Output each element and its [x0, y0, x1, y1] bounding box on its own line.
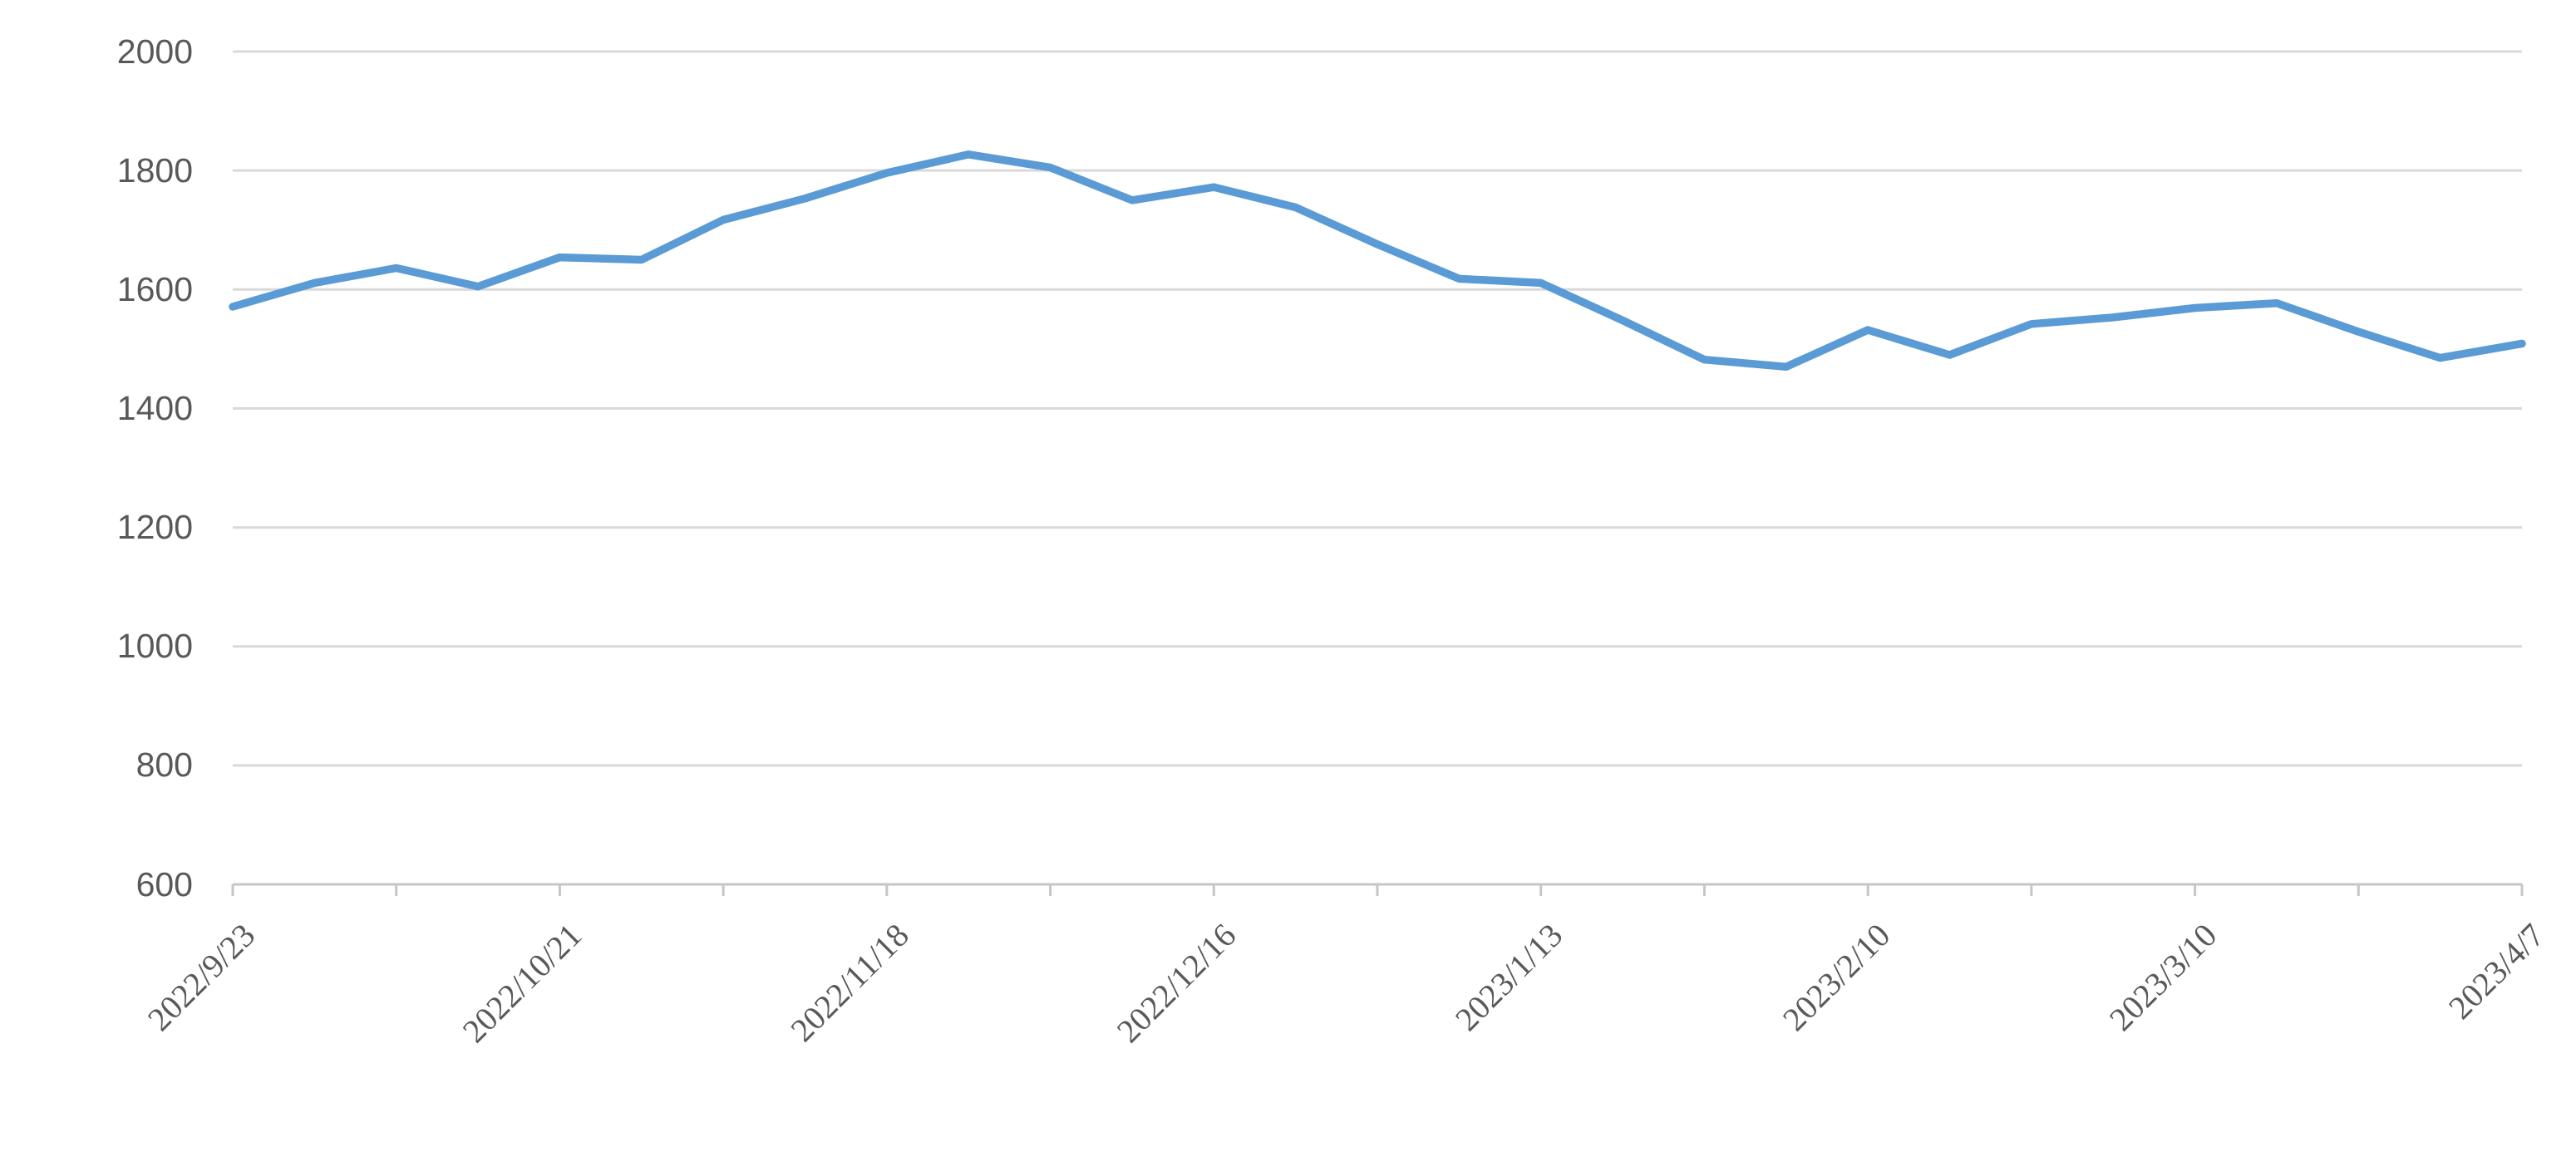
y-axis-tick-label: 800: [135, 746, 193, 785]
data-series-line: [229, 150, 2526, 372]
gridlines: [233, 50, 2522, 767]
y-axis-tick-label: 1800: [116, 150, 193, 190]
y-axis-tick-label: 1600: [116, 269, 193, 308]
x-axis: [231, 883, 2524, 896]
y-axis-tick-label: 600: [135, 864, 193, 903]
y-axis-tick-label: 1400: [116, 388, 193, 427]
y-axis-tick-label: 1200: [116, 508, 193, 547]
y-axis-tick-label: 2000: [116, 32, 193, 71]
y-axis-tick-label: 1000: [116, 627, 193, 666]
